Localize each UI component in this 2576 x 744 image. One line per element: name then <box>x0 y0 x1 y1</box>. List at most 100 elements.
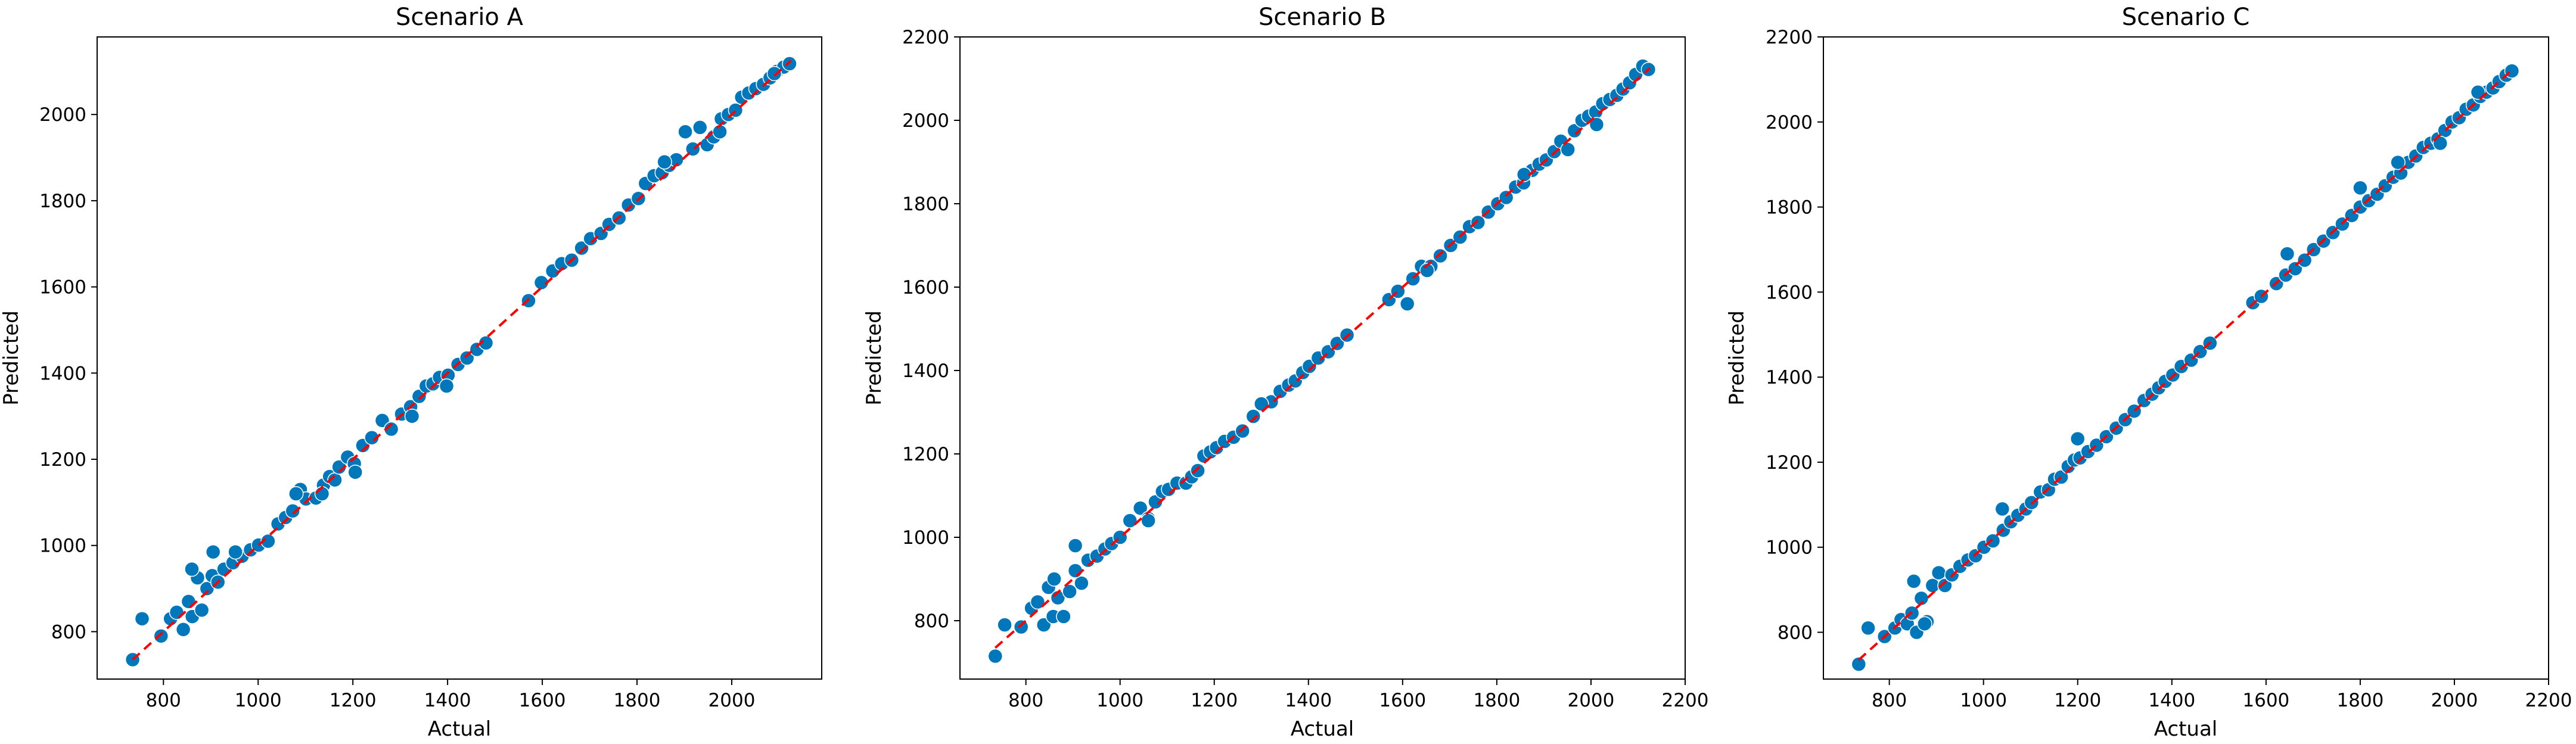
x-tick-label: 1800 <box>1473 690 1520 711</box>
x-tick-label: 1200 <box>1191 690 1238 711</box>
x-tick-label: 1000 <box>235 690 282 711</box>
data-point <box>404 408 420 424</box>
data-point <box>1567 123 1583 139</box>
y-tick-label: 1400 <box>1766 367 1813 388</box>
y-axis-label: Predicted <box>862 310 886 406</box>
data-point <box>997 617 1012 633</box>
reference-line-group <box>994 67 1651 649</box>
reference-line-group <box>1857 68 2515 661</box>
data-point <box>347 464 363 480</box>
panel-title: Scenario C <box>2122 4 2250 31</box>
data-point <box>1190 463 1205 478</box>
y-tick-label: 1800 <box>902 194 949 215</box>
data-point <box>2279 246 2295 262</box>
plot-area <box>1823 36 2549 680</box>
x-tick-label: 1800 <box>2336 690 2384 711</box>
data-points <box>987 58 1657 664</box>
x-tick-label: 1200 <box>2054 690 2101 711</box>
data-point <box>1560 142 1576 157</box>
data-point <box>181 594 197 609</box>
data-point <box>782 56 797 71</box>
data-point <box>692 120 708 135</box>
data-point <box>1067 563 1083 578</box>
x-tick-label: 2000 <box>709 690 756 711</box>
data-point <box>1062 584 1077 599</box>
y-tick-label: 1600 <box>1766 282 1813 303</box>
y-tick-label: 1400 <box>902 360 949 382</box>
x-tick-label: 1400 <box>2148 690 2195 711</box>
data-point <box>205 544 221 560</box>
y-axis-ticks: 800 1000 1200 1400 1600 1800 2000 2200 <box>902 27 960 632</box>
reference-line <box>994 67 1651 649</box>
plot-area <box>959 36 1686 680</box>
data-points <box>1851 63 2520 672</box>
y-tick-label: 1200 <box>39 449 86 471</box>
data-point <box>383 421 399 437</box>
x-axis-ticks: 800 1000 1200 1400 1600 1800 2000 2200 <box>1008 679 1708 711</box>
x-tick-label: 1000 <box>1960 690 2007 711</box>
data-point <box>1067 538 1083 553</box>
data-point <box>1056 609 1071 624</box>
data-point <box>1906 574 1922 589</box>
data-point <box>1148 494 1163 510</box>
data-points <box>125 56 797 668</box>
y-tick-label: 1400 <box>39 363 86 384</box>
y-tick-label: 1000 <box>39 536 86 557</box>
plot-area <box>97 36 822 680</box>
y-tick-label: 1600 <box>902 277 949 298</box>
data-point <box>987 648 1003 664</box>
data-point <box>1433 248 1448 264</box>
data-point <box>285 503 300 519</box>
data-point <box>1030 594 1046 610</box>
data-point <box>1074 575 1089 591</box>
y-tick-label: 1800 <box>39 191 86 212</box>
y-tick-label: 800 <box>51 621 86 643</box>
y-tick-label: 2200 <box>1766 27 1813 48</box>
data-point <box>1013 619 1029 635</box>
y-tick-label: 2000 <box>902 110 949 132</box>
data-point <box>228 544 243 560</box>
data-point <box>1917 616 1932 631</box>
data-point <box>1860 620 1876 636</box>
y-tick-label: 800 <box>1778 622 1813 643</box>
x-tick-label: 1800 <box>614 690 661 711</box>
data-point <box>1851 656 1867 672</box>
data-point <box>1245 409 1261 424</box>
y-axis-ticks: 800 1000 1200 1400 1600 1800 2000 <box>39 104 97 643</box>
panel-title: Scenario A <box>396 4 524 31</box>
y-tick-label: 1200 <box>902 444 949 465</box>
data-point <box>1399 296 1415 312</box>
data-point <box>331 459 347 475</box>
x-tick-label: 1400 <box>1285 690 1332 711</box>
data-point <box>1931 565 1947 581</box>
x-tick-label: 1600 <box>2242 690 2289 711</box>
panel-title: Scenario B <box>1259 4 1386 31</box>
data-point <box>439 378 455 394</box>
y-axis-label: Predicted <box>1725 310 1749 406</box>
x-axis-label: Actual <box>428 717 492 741</box>
data-point <box>260 533 276 549</box>
y-tick-label: 1600 <box>39 277 86 298</box>
x-tick-label: 2000 <box>2431 690 2478 711</box>
data-point <box>411 388 427 404</box>
x-tick-label: 1600 <box>1379 690 1426 711</box>
data-point <box>1985 533 2001 549</box>
x-tick-label: 2200 <box>2525 690 2572 711</box>
data-point <box>657 154 672 170</box>
y-tick-label: 800 <box>914 611 949 632</box>
data-point <box>459 350 475 366</box>
x-tick-label: 1600 <box>519 690 566 711</box>
data-point <box>1589 117 1605 132</box>
y-tick-label: 1200 <box>1766 452 1813 474</box>
data-point <box>1132 500 1148 516</box>
data-point <box>364 430 380 446</box>
data-point <box>1937 578 1953 593</box>
data-point <box>288 486 304 502</box>
data-point <box>153 628 169 644</box>
y-tick-label: 1000 <box>1766 537 1813 559</box>
data-point <box>2297 253 2313 268</box>
y-axis-ticks: 800 1000 1200 1400 1600 1800 2000 2200 <box>1766 27 1823 643</box>
data-point <box>2470 85 2486 100</box>
y-axis-label: Predicted <box>0 310 23 406</box>
